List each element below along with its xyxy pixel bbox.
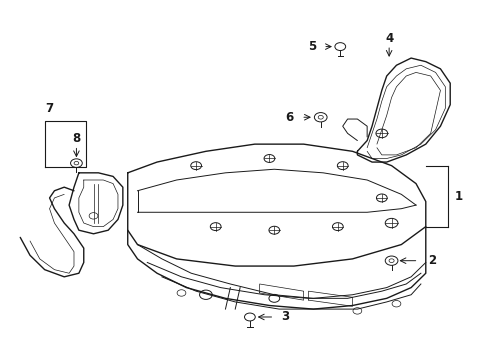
Text: 8: 8 [73,132,80,145]
Text: 6: 6 [286,111,294,124]
Text: 2: 2 [428,254,437,267]
Text: 1: 1 [455,190,463,203]
Text: 4: 4 [385,32,393,45]
Text: 5: 5 [308,40,316,53]
Text: 7: 7 [46,103,53,116]
Text: 3: 3 [282,310,290,324]
